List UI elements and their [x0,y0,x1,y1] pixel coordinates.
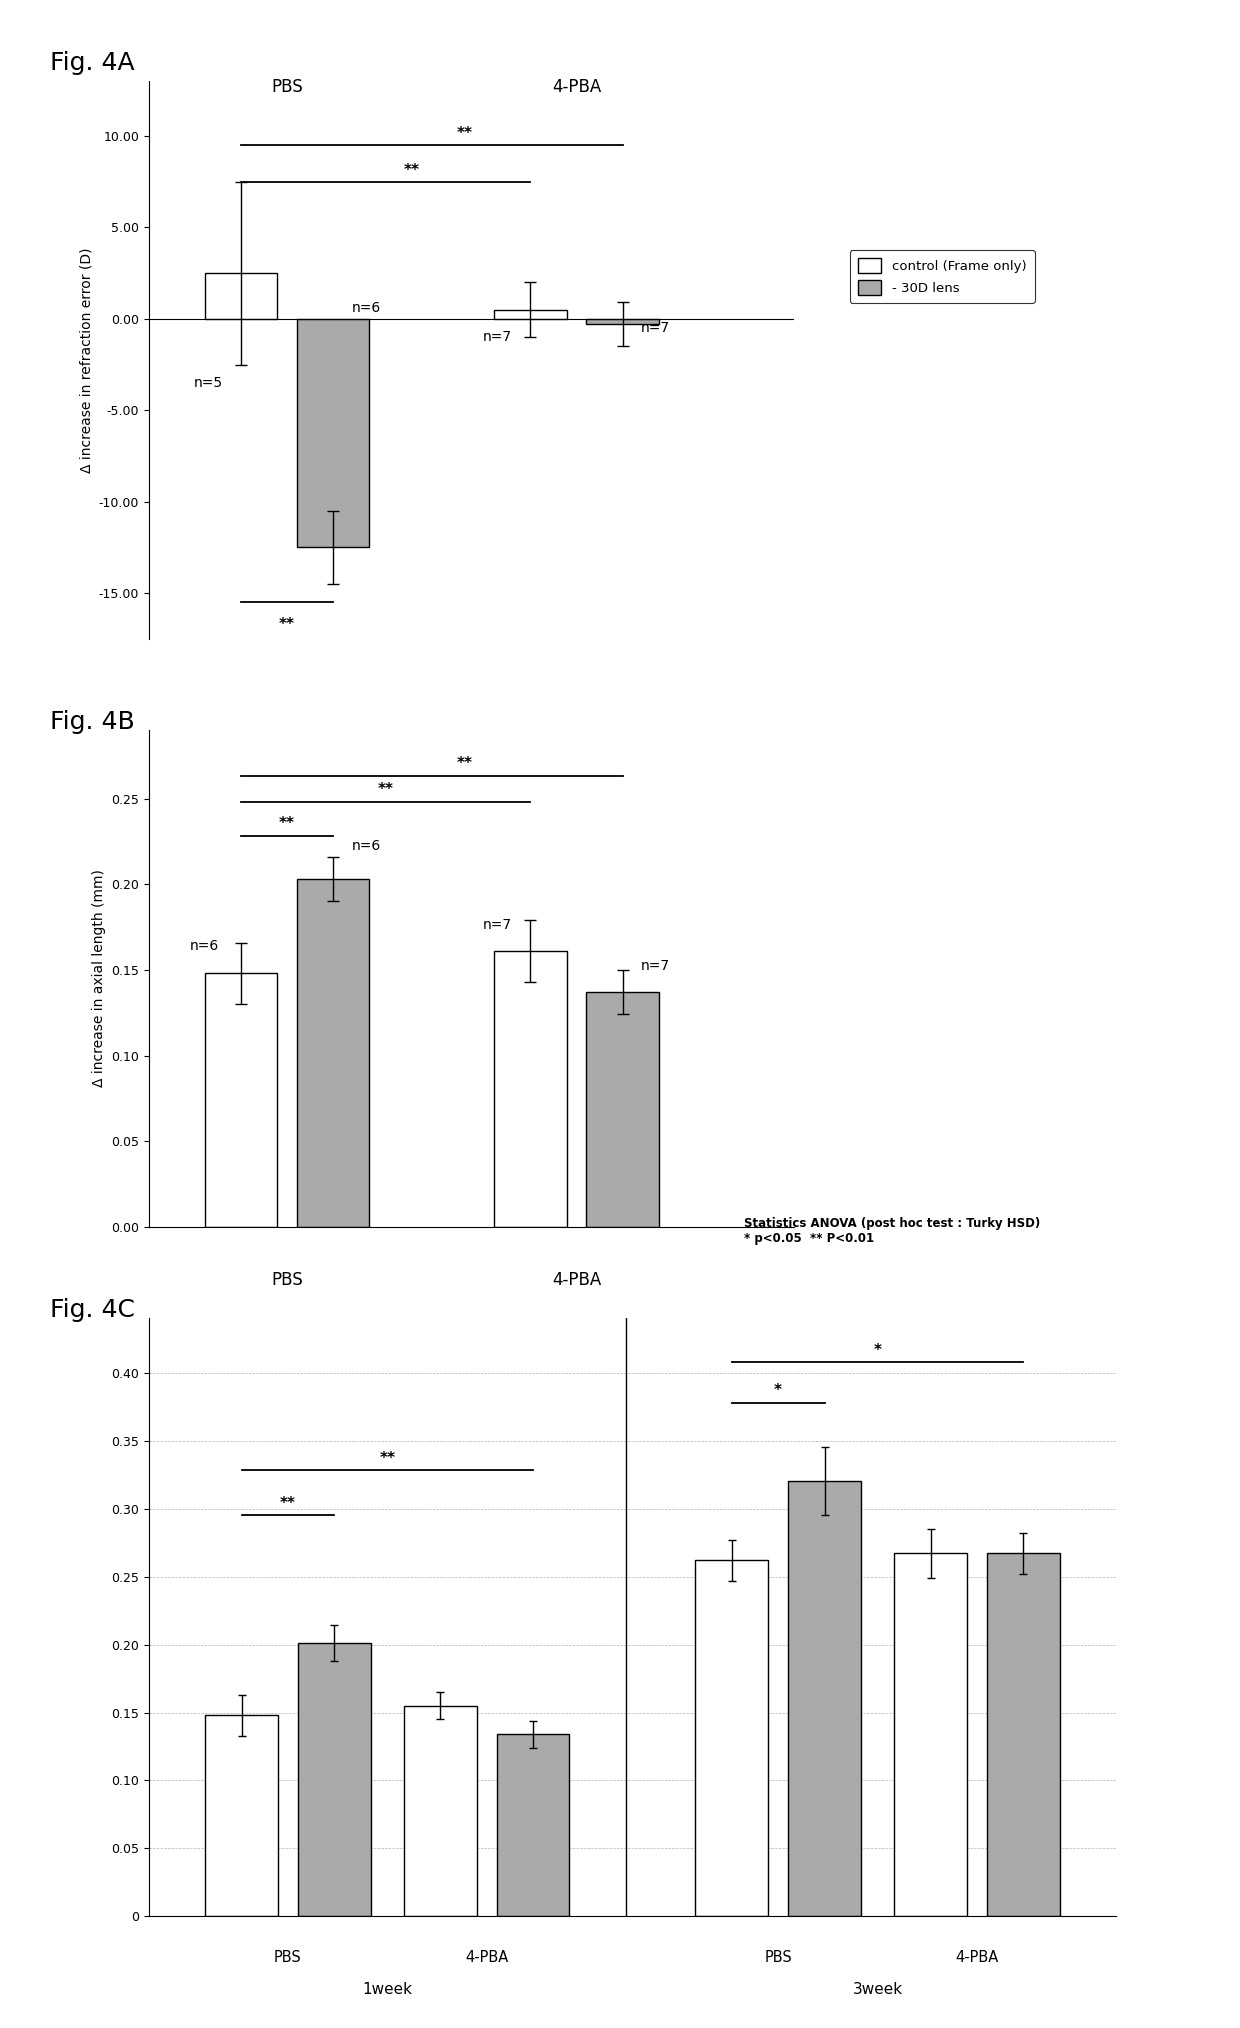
Bar [587,318,658,324]
Bar [296,878,370,1227]
Bar [404,1706,476,1916]
Text: **: ** [379,1452,396,1466]
Text: **: ** [456,756,472,771]
Text: **: ** [378,783,393,797]
Bar [495,951,567,1227]
Bar [296,318,370,548]
Text: n=7: n=7 [482,331,512,345]
Text: PBS: PBS [272,77,303,95]
Text: n=5: n=5 [193,375,222,389]
Text: Fig. 4A: Fig. 4A [50,51,134,75]
Text: n=6: n=6 [190,939,218,953]
Text: **: ** [280,1497,296,1511]
Text: 4-PBA: 4-PBA [465,1951,508,1965]
Text: n=7: n=7 [641,320,670,335]
Text: 3week: 3week [852,1981,903,1998]
Y-axis label: Δ increase in refraction error (D): Δ increase in refraction error (D) [79,247,93,473]
Bar [987,1553,1060,1916]
Text: Fig. 4B: Fig. 4B [50,710,134,734]
Text: 4-PBA: 4-PBA [552,77,601,95]
Text: n=6: n=6 [351,300,381,314]
Bar [894,1553,967,1916]
Text: *: * [774,1383,782,1399]
Text: Statistics ANOVA (post hoc test : Turky HSD)
* p<0.05  ** P<0.01: Statistics ANOVA (post hoc test : Turky … [744,1217,1040,1245]
Text: n=7: n=7 [482,919,512,933]
Text: **: ** [404,162,420,178]
Text: Fig. 4C: Fig. 4C [50,1298,134,1322]
Bar [495,310,567,318]
Text: PBS: PBS [274,1951,301,1965]
Text: **: ** [279,617,295,633]
Text: 1week: 1week [362,1981,412,1998]
Bar [496,1734,569,1916]
Bar [205,973,277,1227]
Text: PBS: PBS [764,1951,792,1965]
Text: **: ** [279,815,295,831]
Text: 4-PBA: 4-PBA [955,1951,998,1965]
Y-axis label: Δ increase in axial length (mm): Δ increase in axial length (mm) [92,870,105,1087]
Bar [205,1716,278,1916]
Bar [789,1480,861,1916]
Text: *: * [873,1343,882,1357]
Text: PBS: PBS [272,1272,303,1290]
Legend: control (Frame only), - 30D lens: control (Frame only), - 30D lens [849,249,1034,302]
Bar [298,1643,371,1916]
Text: n=6: n=6 [351,840,381,854]
Bar [205,274,277,318]
Bar [587,992,658,1227]
Text: 4-PBA: 4-PBA [552,1272,601,1290]
Text: n=7: n=7 [641,959,670,973]
Text: **: ** [456,126,472,142]
Bar [696,1560,769,1916]
